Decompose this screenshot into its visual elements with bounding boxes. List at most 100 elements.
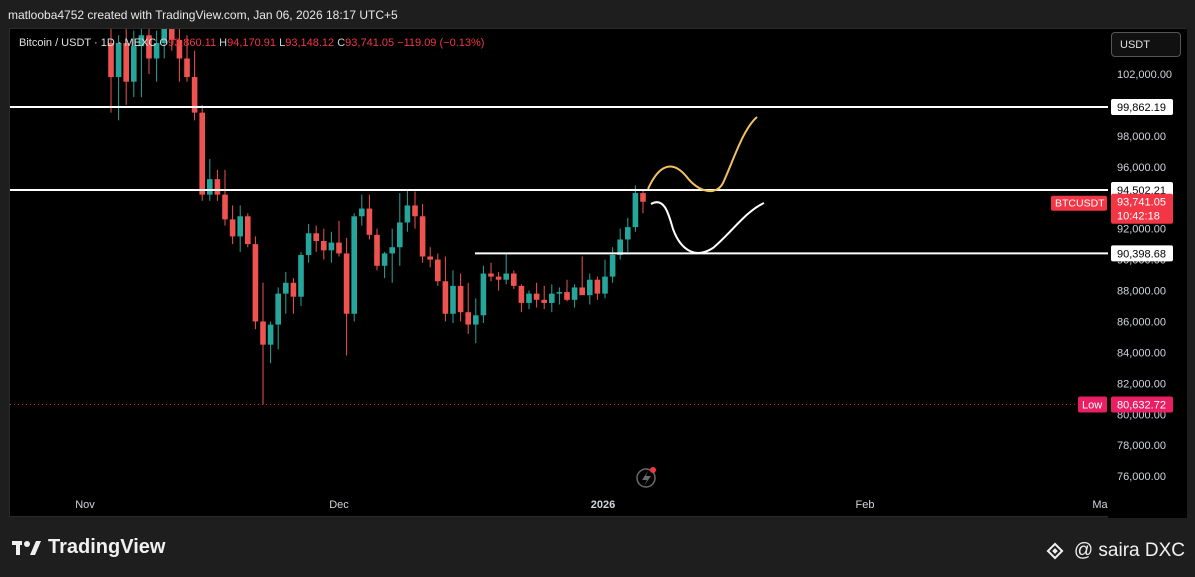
x-tick-label: Feb — [856, 499, 875, 511]
candle-body — [533, 293, 540, 300]
candle-body — [549, 293, 555, 303]
chart-caption: matlooba4752 created with TradingView.co… — [8, 8, 398, 22]
symbol-title: Bitcoin / USDT · 1D · MEXC — [19, 37, 159, 49]
candle-body — [275, 293, 281, 325]
candle-body — [161, 29, 167, 44]
notification-dot-icon — [650, 467, 656, 473]
candle-body — [427, 256, 433, 260]
tradingview-logo-icon — [12, 540, 41, 555]
candle-body — [495, 276, 502, 280]
candle-body — [511, 273, 517, 286]
change-value: −119.09 (−0.13%) — [397, 37, 484, 49]
level-price-tag — [1111, 245, 1173, 262]
candle-body — [184, 58, 190, 78]
candle-body — [609, 254, 616, 277]
high-value: 94,170.91 — [227, 37, 279, 49]
candle-body — [336, 242, 342, 254]
candle-body — [321, 241, 327, 251]
candle-body — [199, 112, 205, 195]
low-tag-label: Low — [1082, 400, 1102, 412]
candle-body — [328, 242, 335, 251]
candle-body — [450, 285, 456, 314]
candle-body — [298, 254, 304, 297]
high-label: H — [219, 37, 227, 49]
candle-body — [351, 216, 357, 314]
candle-body — [343, 253, 350, 314]
candle-body — [488, 273, 494, 277]
candle-body — [617, 239, 623, 255]
candle-body — [267, 324, 274, 345]
candle-body — [397, 222, 403, 248]
lightning-icon — [642, 471, 651, 486]
level-price-label: 90,398.68 — [1117, 248, 1166, 260]
candle-body — [419, 216, 426, 257]
candle-body — [640, 193, 646, 202]
candle-body — [541, 299, 547, 303]
candle-body — [526, 293, 532, 303]
low-value: 93,148.12 — [285, 37, 337, 49]
level-price-label: 99,862.19 — [1117, 102, 1166, 114]
pullback-projection-curve[interactable] — [650, 201, 765, 254]
candle-body — [123, 43, 129, 82]
candle-body — [457, 285, 464, 313]
countdown-label: 10:42:18 — [1117, 211, 1160, 223]
candle-body — [503, 273, 509, 280]
y-tick-label: 98,000.00 — [1117, 131, 1166, 143]
candle-body — [176, 39, 183, 59]
candle-body — [404, 205, 411, 223]
x-tick-label: Nov — [75, 499, 95, 511]
candle-body — [222, 194, 228, 220]
currency-button[interactable]: USDT — [1111, 32, 1181, 57]
candle-body — [237, 216, 243, 237]
candle-body — [260, 321, 266, 345]
close-label: C — [337, 37, 345, 49]
symbol-tag-label: BTCUSDT — [1055, 198, 1105, 210]
low-price-label: 80,632.72 — [1117, 400, 1166, 412]
tradingview-logo: TradingView — [12, 536, 165, 559]
candle-body — [518, 285, 525, 303]
price-chart[interactable]: 76,000.0078,000.0080,000.0082,000.0084,0… — [10, 29, 1187, 518]
y-tick-label: 102,000.00 — [1117, 69, 1172, 81]
symbol-tag — [1051, 195, 1107, 211]
author-credit: @ saira DXC — [1042, 538, 1185, 564]
candle-body — [252, 244, 259, 322]
candle-body — [442, 281, 449, 314]
candle-body — [146, 35, 152, 59]
candle-body — [359, 208, 365, 217]
bullish-projection-curve[interactable] — [647, 116, 758, 192]
chart-frame[interactable]: 76,000.00 78,000.00 80,000.00 82,000.00 84,0… — [9, 28, 1187, 518]
candle-body — [169, 29, 175, 40]
y-tick-label: 88,000.00 — [1117, 286, 1166, 298]
last-price-label: 93,741.05 — [1117, 197, 1166, 209]
candle-body — [131, 46, 137, 82]
candle-body — [571, 287, 578, 300]
level-price-tag — [1111, 99, 1173, 116]
candle-body — [207, 179, 213, 195]
candle-body — [412, 205, 418, 217]
candle-body — [245, 216, 251, 245]
replay-flash-icon[interactable] — [636, 468, 656, 488]
candle-body — [283, 282, 289, 294]
candle-body — [366, 208, 373, 235]
candle-body — [108, 43, 114, 78]
candle-body — [153, 43, 160, 59]
low-label: L — [279, 37, 285, 49]
candle-body — [556, 292, 563, 294]
y-tick-label: 86,000.00 — [1117, 316, 1166, 328]
candle-body — [381, 253, 388, 266]
open-value: 93,860.11 — [168, 37, 219, 49]
low-tag — [1078, 396, 1107, 413]
y-tick-label: 76,000.00 — [1117, 471, 1166, 483]
x-tick-label: 2026 — [591, 499, 615, 511]
candle-body — [290, 282, 297, 297]
close-value: 93,741.05 — [345, 37, 397, 49]
candle-body — [579, 287, 585, 296]
chart-caption-bar: matlooba4752 created with TradingView.co… — [0, 0, 1195, 28]
open-label: O — [159, 37, 168, 49]
candle-body — [191, 77, 198, 113]
low-price-tag — [1111, 396, 1173, 413]
candle-body — [480, 273, 487, 316]
candle-body — [374, 234, 380, 266]
candle-body — [587, 279, 593, 296]
y-tick-label: 92,000.00 — [1117, 224, 1166, 236]
